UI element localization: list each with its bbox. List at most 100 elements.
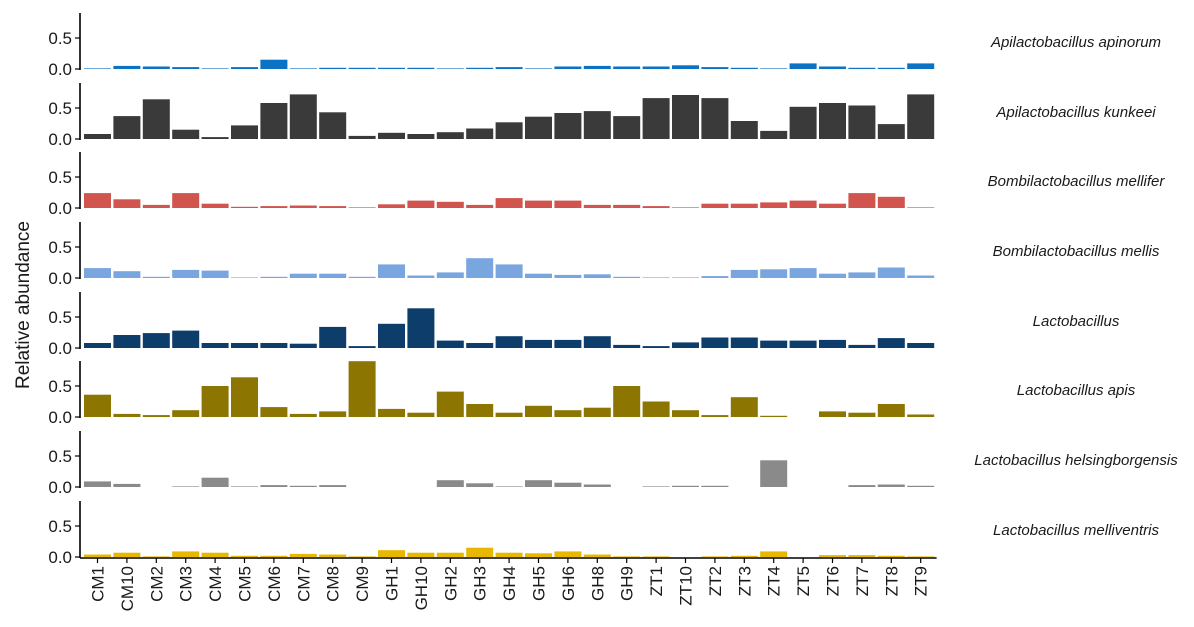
bar bbox=[701, 67, 729, 69]
bar bbox=[613, 116, 641, 139]
x-tick-label: GH4 bbox=[500, 566, 519, 601]
bar bbox=[583, 554, 611, 557]
bar bbox=[730, 337, 758, 348]
bar bbox=[289, 413, 317, 417]
bar bbox=[701, 485, 729, 487]
bar bbox=[466, 547, 494, 557]
bar bbox=[613, 386, 641, 417]
bar bbox=[583, 407, 611, 417]
bar bbox=[701, 337, 729, 348]
bar bbox=[231, 67, 258, 69]
bar bbox=[407, 308, 435, 348]
bar bbox=[231, 206, 258, 208]
bar bbox=[583, 274, 611, 278]
bar bbox=[319, 554, 347, 557]
facet-panel: 0.0 0.5 Lactobacillus bbox=[48, 292, 1120, 358]
y-tick-label: 0.0 bbox=[48, 130, 72, 149]
bar bbox=[554, 66, 582, 69]
y-tick-label: 0.0 bbox=[48, 548, 72, 567]
bar bbox=[848, 344, 876, 348]
bar bbox=[201, 68, 229, 69]
bar bbox=[525, 116, 552, 139]
bar bbox=[348, 67, 376, 69]
bar bbox=[789, 106, 817, 139]
bar bbox=[348, 361, 376, 417]
x-tick-label: ZT5 bbox=[794, 566, 813, 596]
bar bbox=[789, 63, 817, 69]
bar bbox=[319, 411, 347, 417]
bar bbox=[907, 485, 935, 487]
bar bbox=[642, 486, 670, 487]
y-tick-label: 0.0 bbox=[48, 199, 72, 218]
y-tick-label: 0.5 bbox=[48, 447, 72, 466]
facet-label: Lactobacillus apis bbox=[1017, 382, 1136, 399]
bar bbox=[583, 65, 611, 69]
bar bbox=[907, 556, 935, 557]
bar bbox=[672, 342, 699, 348]
bar bbox=[642, 346, 670, 348]
x-tick-label: CM7 bbox=[294, 566, 313, 602]
bar bbox=[495, 336, 523, 348]
bar bbox=[877, 484, 905, 487]
facet-label: Lactobacillus melliventris bbox=[993, 522, 1159, 539]
bar bbox=[877, 67, 905, 69]
bar bbox=[613, 344, 641, 348]
bar bbox=[613, 276, 641, 278]
bar bbox=[113, 552, 141, 557]
bar bbox=[407, 67, 435, 69]
bar bbox=[289, 94, 317, 139]
bar bbox=[348, 135, 376, 139]
bar bbox=[172, 330, 200, 348]
bar bbox=[407, 552, 435, 557]
bar bbox=[583, 484, 611, 487]
y-tick-label: 0.5 bbox=[48, 238, 72, 257]
bar bbox=[319, 273, 347, 278]
bar bbox=[760, 269, 788, 278]
bar bbox=[495, 552, 523, 557]
bar bbox=[201, 552, 229, 557]
bar bbox=[642, 556, 670, 557]
bar bbox=[466, 128, 494, 139]
bar bbox=[231, 377, 258, 417]
bar bbox=[407, 134, 435, 139]
bar bbox=[525, 339, 552, 348]
bar bbox=[672, 410, 699, 417]
bar bbox=[760, 551, 788, 557]
bar bbox=[84, 394, 111, 417]
bar bbox=[877, 338, 905, 348]
bar bbox=[730, 555, 758, 557]
x-tick-label: GH9 bbox=[618, 566, 637, 601]
bar bbox=[201, 477, 229, 487]
bar bbox=[642, 401, 670, 417]
bar bbox=[583, 111, 611, 139]
bar bbox=[760, 460, 788, 487]
bar bbox=[231, 277, 258, 278]
bar bbox=[319, 67, 347, 69]
x-tick-label: ZT4 bbox=[765, 566, 784, 596]
y-tick-label: 0.5 bbox=[48, 517, 72, 536]
bar bbox=[701, 276, 729, 278]
x-tick-label: CM2 bbox=[147, 566, 166, 602]
bar bbox=[436, 552, 464, 557]
y-tick-label: 0.0 bbox=[48, 60, 72, 79]
y-tick-label: 0.0 bbox=[48, 408, 72, 427]
bar bbox=[466, 258, 494, 278]
bar bbox=[819, 339, 846, 348]
bar bbox=[172, 486, 200, 487]
facet-panel: 0.0 0.5 Lactobacillus apis bbox=[48, 361, 1136, 427]
bar bbox=[289, 205, 317, 208]
bar bbox=[466, 404, 494, 417]
bar bbox=[260, 485, 288, 487]
facet-label: Lactobacillus bbox=[1033, 313, 1120, 330]
bar bbox=[819, 555, 846, 557]
bar bbox=[760, 130, 788, 139]
bar bbox=[142, 204, 170, 208]
bar bbox=[789, 340, 817, 348]
bar bbox=[672, 277, 699, 278]
bar bbox=[319, 485, 347, 487]
bar bbox=[84, 554, 111, 557]
bar bbox=[495, 122, 523, 139]
bar bbox=[142, 333, 170, 348]
bar bbox=[407, 275, 435, 278]
bar bbox=[495, 412, 523, 417]
